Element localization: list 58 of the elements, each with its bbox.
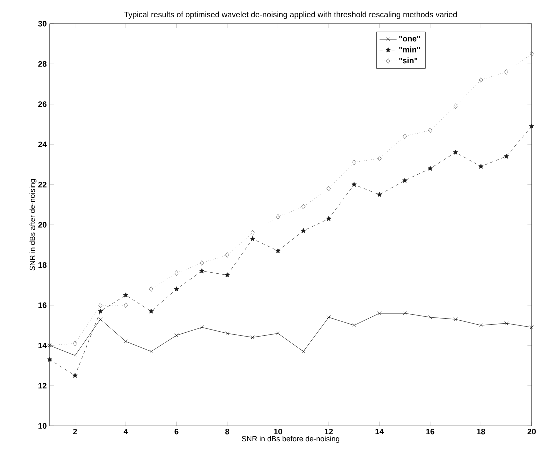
point bbox=[250, 230, 255, 236]
point bbox=[225, 252, 230, 258]
point bbox=[504, 69, 509, 75]
point bbox=[428, 128, 433, 134]
point bbox=[530, 326, 534, 330]
point bbox=[428, 166, 434, 171]
point bbox=[327, 316, 331, 320]
point bbox=[174, 270, 179, 276]
point bbox=[250, 336, 255, 340]
point bbox=[302, 204, 306, 210]
point bbox=[226, 332, 230, 336]
point bbox=[73, 340, 78, 346]
point bbox=[123, 292, 129, 298]
point bbox=[47, 357, 52, 362]
point bbox=[124, 340, 128, 344]
point bbox=[377, 192, 382, 198]
point bbox=[174, 286, 180, 292]
point bbox=[98, 318, 103, 322]
point bbox=[478, 164, 484, 169]
point bbox=[98, 308, 104, 314]
point bbox=[224, 272, 230, 278]
point bbox=[200, 268, 205, 274]
point bbox=[428, 316, 432, 320]
point bbox=[352, 182, 357, 187]
point bbox=[378, 156, 382, 162]
point bbox=[326, 216, 332, 222]
point bbox=[530, 51, 534, 57]
point bbox=[504, 154, 510, 159]
point bbox=[479, 324, 484, 328]
point bbox=[200, 326, 204, 330]
point bbox=[276, 214, 280, 220]
point bbox=[403, 312, 408, 316]
point bbox=[149, 350, 154, 354]
point bbox=[72, 373, 78, 378]
point bbox=[326, 186, 332, 192]
point bbox=[124, 302, 128, 308]
point bbox=[250, 236, 256, 242]
point bbox=[148, 308, 154, 314]
point bbox=[454, 318, 458, 322]
point bbox=[352, 324, 356, 328]
point bbox=[302, 350, 306, 354]
point bbox=[276, 248, 281, 254]
point bbox=[454, 104, 458, 110]
point bbox=[301, 228, 306, 234]
point bbox=[276, 332, 280, 336]
point bbox=[98, 302, 103, 308]
point bbox=[529, 124, 534, 129]
point bbox=[200, 260, 204, 266]
point bbox=[174, 334, 179, 338]
point bbox=[453, 150, 458, 155]
point bbox=[504, 322, 509, 326]
point bbox=[73, 354, 78, 358]
point bbox=[149, 286, 154, 292]
point bbox=[403, 134, 408, 140]
point bbox=[352, 160, 356, 166]
point bbox=[378, 312, 382, 316]
point bbox=[402, 178, 408, 183]
point bbox=[479, 78, 484, 83]
